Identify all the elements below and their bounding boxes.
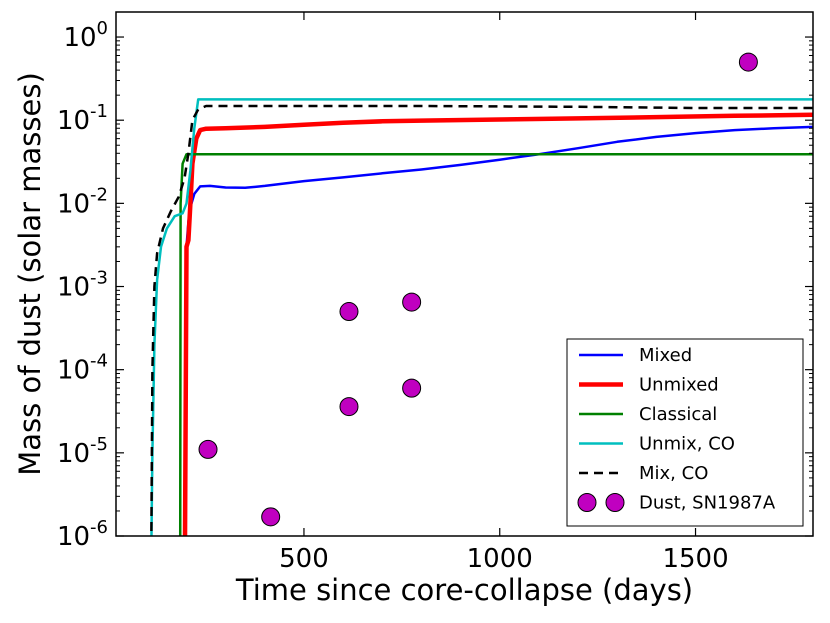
x-tick-label: 1500 bbox=[662, 544, 728, 574]
series-line-mixed bbox=[183, 125, 813, 536]
scatter-layer bbox=[198, 52, 758, 527]
y-tick-label: 10-2 bbox=[57, 184, 108, 219]
plot-frame bbox=[115, 11, 814, 537]
data-point-6 bbox=[402, 378, 422, 398]
x-axis-title: Time since core-collapse (days) bbox=[235, 573, 693, 607]
data-point-5 bbox=[402, 292, 422, 312]
data-point-7 bbox=[738, 52, 758, 72]
x-tick-label: 1000 bbox=[467, 544, 533, 574]
legend-label: Mixed bbox=[639, 345, 692, 366]
series-line-unmix-co bbox=[150, 98, 813, 536]
series-line-unmixed bbox=[182, 112, 813, 536]
ticks-layer: 500 1000 1500 10-6 10-5 10-4 10-3 10-2 10-1 100 bbox=[57, 11, 813, 574]
data-point-3 bbox=[339, 302, 359, 322]
y-tick-label: 10-6 bbox=[57, 517, 108, 552]
y-tick-label: 10-4 bbox=[57, 351, 108, 386]
x-tick-label: 500 bbox=[279, 544, 329, 574]
series-line-classical bbox=[178, 152, 813, 536]
legend-box bbox=[566, 338, 804, 527]
series-layer bbox=[150, 98, 813, 536]
y-tick-label: 10-1 bbox=[57, 101, 108, 136]
legend-marker bbox=[605, 493, 625, 512]
legend-label: Dust, SN1987A bbox=[639, 493, 776, 514]
data-point-1 bbox=[198, 439, 218, 459]
legend: Mixed Unmixed Classical Unmix, CO Mix, CO Dus… bbox=[566, 338, 804, 527]
legend-label: Unmix, CO bbox=[639, 434, 735, 455]
y-tick-label: 10-3 bbox=[57, 268, 108, 303]
legend-label: Unmixed bbox=[639, 375, 719, 396]
y-tick-label: 10-5 bbox=[57, 434, 108, 469]
data-point-4 bbox=[339, 397, 359, 417]
legend-label: Classical bbox=[639, 404, 717, 425]
y-tick-label: 100 bbox=[63, 18, 108, 53]
series-line-mix-co bbox=[150, 104, 813, 536]
legend-marker bbox=[577, 493, 597, 512]
legend-label: Mix, CO bbox=[639, 463, 708, 484]
y-axis-title: Mass of dust (solar masses) bbox=[13, 72, 47, 476]
data-point-2 bbox=[261, 507, 281, 527]
